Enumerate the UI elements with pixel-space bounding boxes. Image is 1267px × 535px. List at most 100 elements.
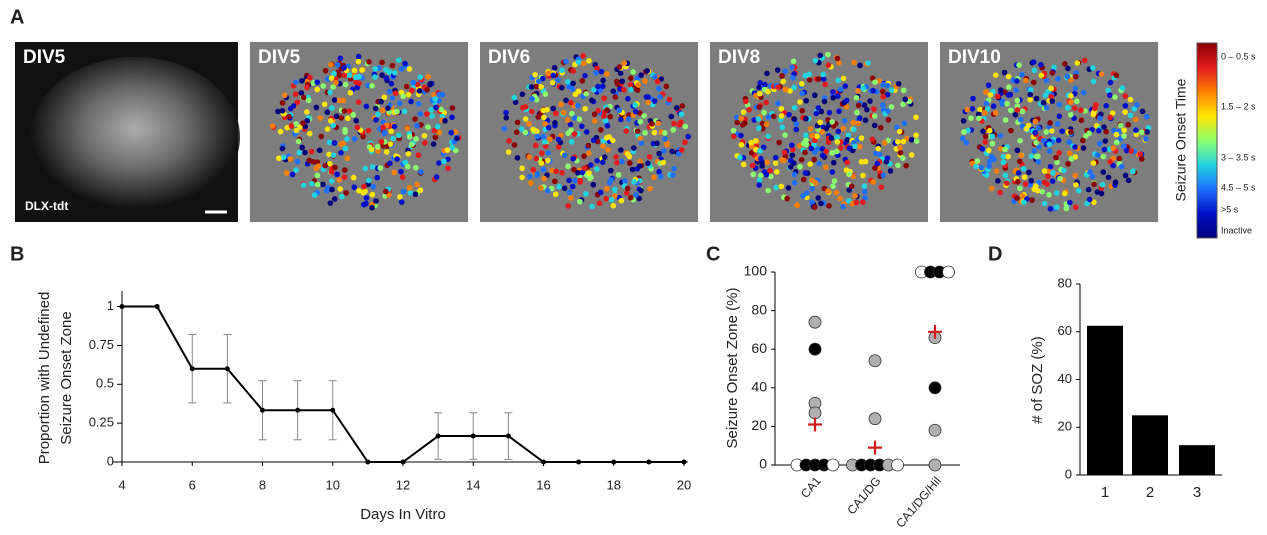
cell-dot bbox=[848, 183, 855, 190]
cell-dot bbox=[811, 156, 818, 163]
y-tick-label: 80 bbox=[751, 301, 767, 317]
cell-dot bbox=[988, 153, 995, 160]
cell-dot bbox=[331, 70, 337, 77]
cell-dot bbox=[511, 142, 518, 148]
cell-dot bbox=[1105, 174, 1112, 181]
cell-dot bbox=[314, 172, 321, 179]
cell-dot bbox=[388, 128, 395, 134]
cell-dot bbox=[408, 141, 415, 148]
cell-dot bbox=[758, 155, 764, 162]
cell-dot bbox=[878, 184, 885, 191]
cell-dot bbox=[786, 111, 792, 118]
cell-dot bbox=[351, 136, 358, 142]
cell-dot bbox=[269, 123, 276, 129]
cell-dot bbox=[601, 154, 608, 160]
cell-dot bbox=[1064, 73, 1071, 80]
cell-dot bbox=[803, 190, 810, 196]
cell-dot bbox=[888, 104, 895, 110]
cell-dot bbox=[532, 142, 539, 149]
bar bbox=[1087, 325, 1123, 475]
cell-dot bbox=[840, 75, 847, 82]
cell-dot bbox=[894, 124, 900, 131]
cell-dot bbox=[897, 144, 903, 151]
cell-dot bbox=[414, 122, 420, 129]
cell-dot bbox=[989, 140, 996, 147]
cell-dot bbox=[513, 129, 520, 136]
cell-dot bbox=[664, 141, 671, 148]
cell-dot bbox=[1030, 59, 1037, 65]
cell-dot bbox=[417, 74, 424, 80]
cell-dot bbox=[559, 169, 565, 176]
cell-dot bbox=[880, 172, 887, 179]
cell-dot bbox=[362, 165, 369, 172]
cell-dot bbox=[850, 173, 857, 180]
cell-dot bbox=[387, 141, 394, 147]
cell-dot bbox=[539, 150, 545, 156]
y-tick-label: 1 bbox=[107, 298, 114, 313]
cell-dot bbox=[418, 169, 424, 175]
cell-dot bbox=[1065, 65, 1071, 72]
cell-dot bbox=[765, 88, 771, 95]
cell-dot bbox=[379, 72, 385, 79]
cell-dot bbox=[1015, 179, 1021, 185]
cell-dot bbox=[1073, 98, 1080, 105]
cell-dot bbox=[986, 163, 992, 170]
cell-dot bbox=[576, 116, 583, 123]
cell-dot bbox=[758, 172, 764, 179]
cell-dot bbox=[555, 77, 561, 83]
cell-dot bbox=[803, 97, 810, 104]
cell-dot bbox=[820, 76, 827, 82]
cell-dot bbox=[372, 105, 379, 112]
cell-dot bbox=[1026, 169, 1032, 176]
cell-dot bbox=[591, 118, 598, 124]
cell-dot bbox=[633, 192, 639, 198]
cell-dot bbox=[360, 189, 367, 196]
cell-dot bbox=[881, 140, 888, 146]
cell-dot bbox=[1048, 128, 1055, 134]
cell-dot bbox=[402, 159, 409, 166]
cell-dot bbox=[844, 137, 851, 143]
cell-dot bbox=[656, 150, 662, 157]
cell-dot bbox=[1103, 102, 1109, 109]
cell-dot bbox=[968, 115, 974, 121]
cell-dot bbox=[519, 174, 525, 181]
cell-dot bbox=[1040, 100, 1047, 106]
cell-dot bbox=[756, 182, 763, 188]
cell-dot bbox=[519, 165, 525, 172]
cell-dot bbox=[830, 159, 837, 166]
cell-dot bbox=[350, 174, 357, 181]
cell-dot bbox=[900, 87, 907, 94]
cell-dot bbox=[297, 124, 303, 130]
cell-dot bbox=[326, 160, 333, 167]
cell-dot bbox=[347, 89, 354, 96]
cell-dot bbox=[812, 57, 819, 64]
cell-dot bbox=[1094, 189, 1101, 195]
cell-dot bbox=[823, 164, 829, 171]
cell-dot bbox=[1080, 89, 1087, 96]
cell-dot bbox=[654, 140, 660, 147]
cell-dot bbox=[412, 116, 418, 122]
cell-dot bbox=[820, 71, 826, 78]
y-tick-label: 60 bbox=[751, 340, 767, 356]
cell-dot bbox=[284, 170, 290, 176]
cell-dot bbox=[678, 147, 685, 153]
cell-dot bbox=[1133, 131, 1140, 138]
cell-dot bbox=[682, 123, 689, 130]
cell-dot bbox=[1035, 125, 1042, 131]
cell-dot bbox=[314, 79, 321, 86]
mean-marker bbox=[808, 417, 822, 432]
cell-dot bbox=[649, 121, 655, 127]
cell-dot bbox=[880, 94, 887, 100]
cell-dot bbox=[638, 140, 645, 147]
cell-dot bbox=[756, 84, 762, 91]
cell-dot bbox=[756, 125, 762, 131]
cell-dot bbox=[1043, 129, 1049, 135]
cell-dot bbox=[900, 155, 906, 161]
cell-dot bbox=[855, 120, 861, 127]
cell-dot bbox=[276, 155, 282, 162]
cell-dot bbox=[750, 171, 757, 178]
cell-dot bbox=[337, 55, 344, 62]
cell-dot bbox=[985, 147, 992, 154]
cell-dot bbox=[871, 106, 877, 112]
cell-dot bbox=[800, 176, 807, 183]
